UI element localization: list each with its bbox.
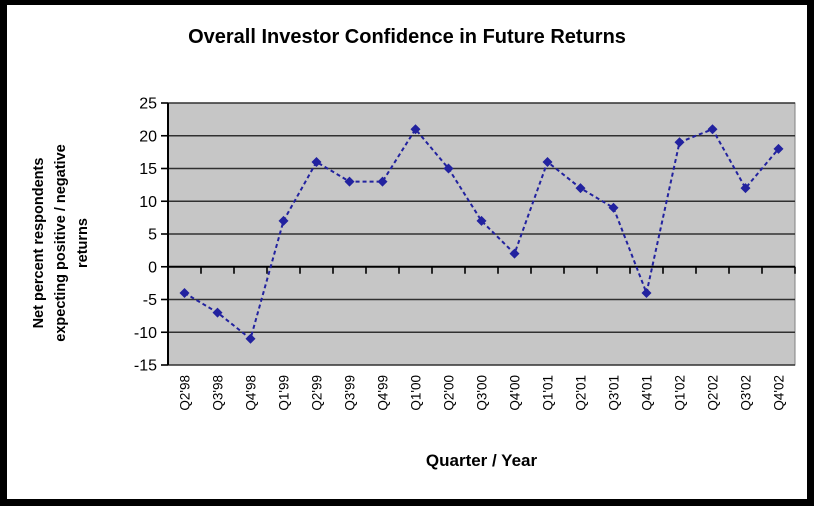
data-point-marker [278,215,289,226]
x-tick-label: Q1'01 [541,375,556,411]
y-axis-title: Net percent respondents expecting positi… [28,88,94,398]
y-axis-title-line: returns [75,218,91,268]
x-tick-label: Q1'99 [277,375,292,411]
data-point-marker [410,124,421,135]
data-point-marker [740,183,751,194]
x-tick-label: Q4'00 [508,375,523,411]
x-tick-label: Q3'01 [607,375,622,411]
x-tick-label: Q2'99 [310,375,325,411]
x-tick-label: Q1'00 [409,375,424,411]
x-tick-label: Q1'02 [673,375,688,411]
x-axis-title: Quarter / Year [425,451,538,470]
x-tick-label: Q2'01 [574,375,589,411]
data-point-marker [443,163,454,174]
y-axis-title-line: Net percent respondents [31,157,47,329]
x-tick-label: Q2'98 [178,375,193,411]
y-tick-label: -10 [134,325,157,342]
data-point-marker [575,183,586,194]
x-tick-label: Q3'00 [475,375,490,411]
data-point-marker [608,202,619,213]
data-point-marker [245,333,256,344]
y-tick-label: -15 [134,358,157,375]
chart-title: Overall Investor Confidence in Future Re… [188,26,626,48]
x-tick-label: Q2'02 [706,375,721,411]
x-tick-label: Q4'02 [772,375,787,411]
x-tick-label: Q4'01 [640,375,655,411]
x-tick-label: Q3'02 [739,375,754,411]
data-point-marker [344,176,355,187]
data-point-marker [509,248,520,259]
y-tick-label: 15 [139,161,157,178]
x-tick-label: Q3'98 [211,375,226,411]
y-axis-title-line: expecting positive / negative [53,144,69,342]
y-tick-label: 10 [139,194,157,211]
x-tick-label: Q4'99 [376,375,391,411]
data-point-marker [212,307,223,318]
data-point-marker [476,215,487,226]
y-tick-label: 0 [148,259,157,276]
y-tick-label: 5 [148,227,157,244]
x-tick-label: Q4'98 [244,375,259,411]
data-point-marker [311,156,322,167]
x-tick-label: Q3'99 [343,375,358,411]
y-tick-label: -5 [143,292,157,309]
x-tick-label: Q2'00 [442,375,457,411]
data-point-marker [641,287,652,298]
data-point-marker [773,143,784,154]
data-point-marker [377,176,388,187]
y-tick-label: 25 [139,96,157,113]
data-point-marker [707,124,718,135]
data-point-marker [542,156,553,167]
y-tick-label: 20 [139,128,157,145]
data-point-marker [674,137,685,148]
data-point-marker [179,287,190,298]
